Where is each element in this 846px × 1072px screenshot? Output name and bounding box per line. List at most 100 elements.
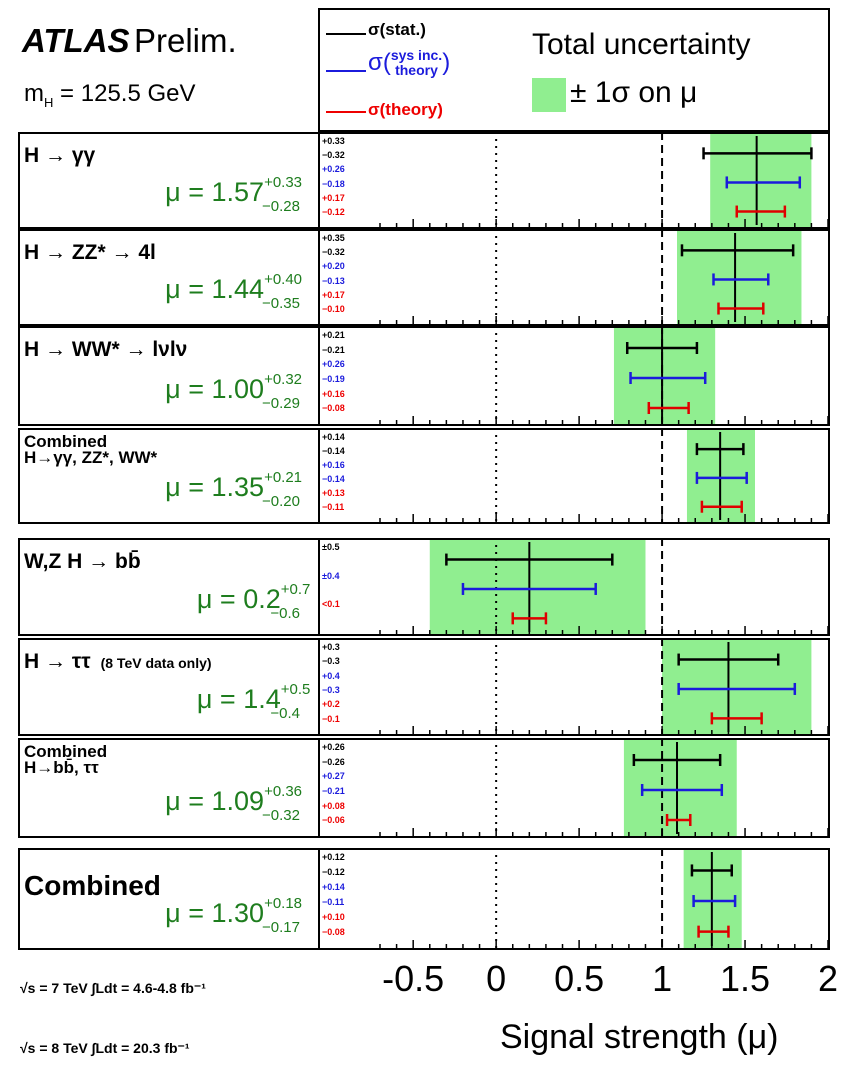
- lumi-7tev: √s = 7 TeV ∫Ldt = 4.6-4.8 fb⁻¹: [20, 980, 206, 996]
- error-value: ±0.5: [322, 542, 340, 552]
- atlas-title: ATLAS Prelim.: [22, 22, 237, 60]
- error-value: −0.32: [322, 247, 345, 258]
- mu-up: +0.5: [280, 681, 311, 698]
- stat-error-bar: [632, 754, 722, 766]
- panel-box: [18, 638, 830, 736]
- error-value: −0.21: [322, 786, 345, 796]
- sys-error-bar: [640, 784, 724, 796]
- legend-sys-bot: theory: [395, 62, 438, 78]
- sys-error-bar: [712, 273, 770, 286]
- legend-band-swatch: [532, 78, 566, 112]
- mu-down: −0.35: [262, 295, 300, 312]
- panel-label: W,Z H → bb̄: [24, 550, 141, 573]
- error-value: −0.13: [322, 275, 345, 286]
- error-value: −0.12: [322, 206, 345, 217]
- error-value: +0.10: [322, 912, 345, 922]
- error-value: −0.10: [322, 303, 345, 314]
- error-value: +0.14: [322, 432, 345, 442]
- panel-label: H → ZZ* → 4l: [24, 241, 156, 264]
- panel-divider: [318, 132, 320, 229]
- mu-value: μ = 1.09: [165, 786, 265, 816]
- total-band: [677, 231, 802, 324]
- mass-symbol: m: [24, 80, 44, 107]
- panel-label: Combined: [24, 742, 108, 761]
- error-value: +0.3: [322, 642, 340, 652]
- sys-error-bar: [461, 582, 597, 595]
- theory-error-bar: [697, 925, 730, 938]
- theory-error-bar: [717, 302, 765, 315]
- mass-label: mH = 125.5 GeV: [24, 80, 196, 110]
- error-value: +0.14: [322, 882, 345, 892]
- panel-label: H → ττ (8 TeV data only): [24, 650, 212, 673]
- panel-box: [18, 738, 830, 838]
- total-band: [662, 640, 812, 734]
- mass-value: = 125.5 GeV: [53, 80, 196, 107]
- legend-theory-label: σ(theory): [368, 100, 443, 119]
- legend-sys-label: σ(sys inc. theory): [368, 48, 450, 78]
- x-tick-label: 1.5: [720, 958, 771, 999]
- stat-error-bar: [702, 147, 813, 160]
- panel-box: [18, 848, 830, 950]
- panel-label-sub: H→γγ, ZZ*, WW*: [24, 448, 158, 467]
- mu-down: −0.32: [262, 807, 300, 824]
- theory-error-bar: [511, 612, 548, 625]
- error-value: ±0.4: [322, 570, 340, 581]
- panel-mu: μ = 1.4+0.5 −0.4: [196, 681, 311, 722]
- error-value: −0.06: [322, 815, 345, 826]
- panel-plot: [379, 738, 829, 838]
- mu-up: +0.21: [264, 469, 303, 486]
- panel-mu: μ = 0.2+0.7 −0.6: [196, 581, 311, 622]
- mu-down: −0.17: [262, 919, 300, 936]
- legend-total-title: Total uncertainty: [532, 28, 751, 61]
- legend-sys-pre: σ(: [368, 49, 391, 76]
- mu-value: μ = 0.2: [196, 584, 281, 614]
- legend-stat-line: [326, 33, 366, 35]
- mu-value: μ = 1.00: [165, 374, 265, 404]
- panel-mu: μ = 1.44+0.40 −0.35: [165, 271, 302, 312]
- mu-up: +0.32: [264, 371, 303, 388]
- panel-box: [18, 132, 830, 229]
- stat-error-bar: [677, 653, 780, 666]
- error-value: +0.17: [322, 192, 345, 203]
- mu-up: +0.7: [280, 581, 311, 598]
- error-value: −0.3: [322, 656, 340, 667]
- panel-plot: [379, 229, 829, 326]
- sys-error-bar: [629, 372, 707, 384]
- error-value: −0.08: [322, 403, 345, 414]
- panel-box: [18, 326, 830, 426]
- panel-plot: [379, 538, 829, 636]
- error-value: −0.18: [322, 178, 345, 189]
- panel-divider: [318, 538, 320, 636]
- legend-sys-line: [326, 70, 366, 72]
- error-value: −0.1: [322, 713, 340, 724]
- mu-down: −0.20: [262, 493, 300, 510]
- mu-up: +0.36: [264, 783, 303, 800]
- error-value: −0.21: [322, 344, 345, 355]
- error-value: −0.19: [322, 374, 345, 384]
- lumi-8tev: √s = 8 TeV ∫Ldt = 20.3 fb⁻¹: [20, 1040, 190, 1056]
- stat-error-bar: [695, 443, 745, 456]
- x-tick-label: 0: [486, 958, 507, 999]
- panel-mu: μ = 1.09+0.36 −0.32: [165, 783, 303, 824]
- error-value: −0.32: [322, 150, 345, 161]
- x-tick-label: 0.5: [554, 958, 605, 999]
- error-value: +0.27: [322, 771, 345, 782]
- error-value: −0.11: [322, 897, 345, 907]
- error-value: +0.20: [322, 261, 345, 272]
- mu-up: +0.33: [264, 174, 303, 191]
- panel-label: Combined: [24, 870, 161, 901]
- legend-theory-line: [326, 111, 366, 113]
- total-band: [710, 134, 812, 227]
- error-value: +0.16: [322, 388, 345, 399]
- stat-error-bar: [680, 244, 795, 257]
- error-value: +0.26: [322, 742, 345, 752]
- mu-value: μ = 1.44: [165, 274, 265, 304]
- theory-error-bar: [647, 402, 690, 414]
- mu-value: μ = 1.4: [196, 684, 281, 714]
- error-value: −0.14: [322, 446, 345, 456]
- legend-box: [318, 8, 830, 132]
- total-band: [613, 328, 716, 424]
- prelim-label: Prelim.: [134, 22, 237, 59]
- panel-label: H → WW* → lνlν: [24, 338, 188, 361]
- error-value: +0.4: [322, 670, 340, 681]
